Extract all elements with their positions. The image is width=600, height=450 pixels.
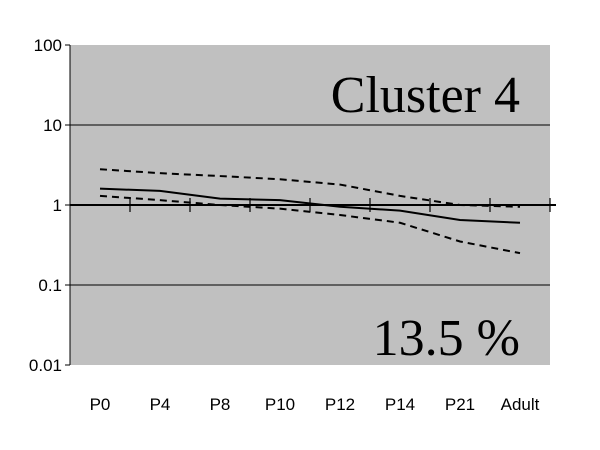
- cluster-percent: 13.5 %: [373, 310, 520, 367]
- series-line-2: [99, 194, 521, 255]
- y-axis: 100 10 1 0.1 0.01: [29, 36, 71, 375]
- x-tick-label: Adult: [501, 395, 540, 414]
- cluster-title: Cluster 4: [331, 67, 520, 124]
- x-tick-label: P4: [150, 395, 171, 414]
- x-tick-label: P0: [90, 395, 111, 414]
- x-tick-label: P14: [385, 395, 415, 414]
- y-tick-label: 0.1: [38, 276, 62, 295]
- series-line-1: [99, 187, 521, 224]
- x-tick-label: P10: [265, 395, 295, 414]
- x-tick-label: P8: [210, 395, 231, 414]
- y-tick-label: 1: [53, 196, 62, 215]
- y-tick-label: 0.01: [29, 356, 62, 375]
- y-tick-label: 100: [34, 36, 62, 55]
- y-tick-label: 10: [43, 116, 62, 135]
- x-tick-label: P21: [445, 395, 475, 414]
- x-tick-label: P12: [325, 395, 355, 414]
- series-line-0: [99, 168, 521, 208]
- series-group: [99, 168, 521, 255]
